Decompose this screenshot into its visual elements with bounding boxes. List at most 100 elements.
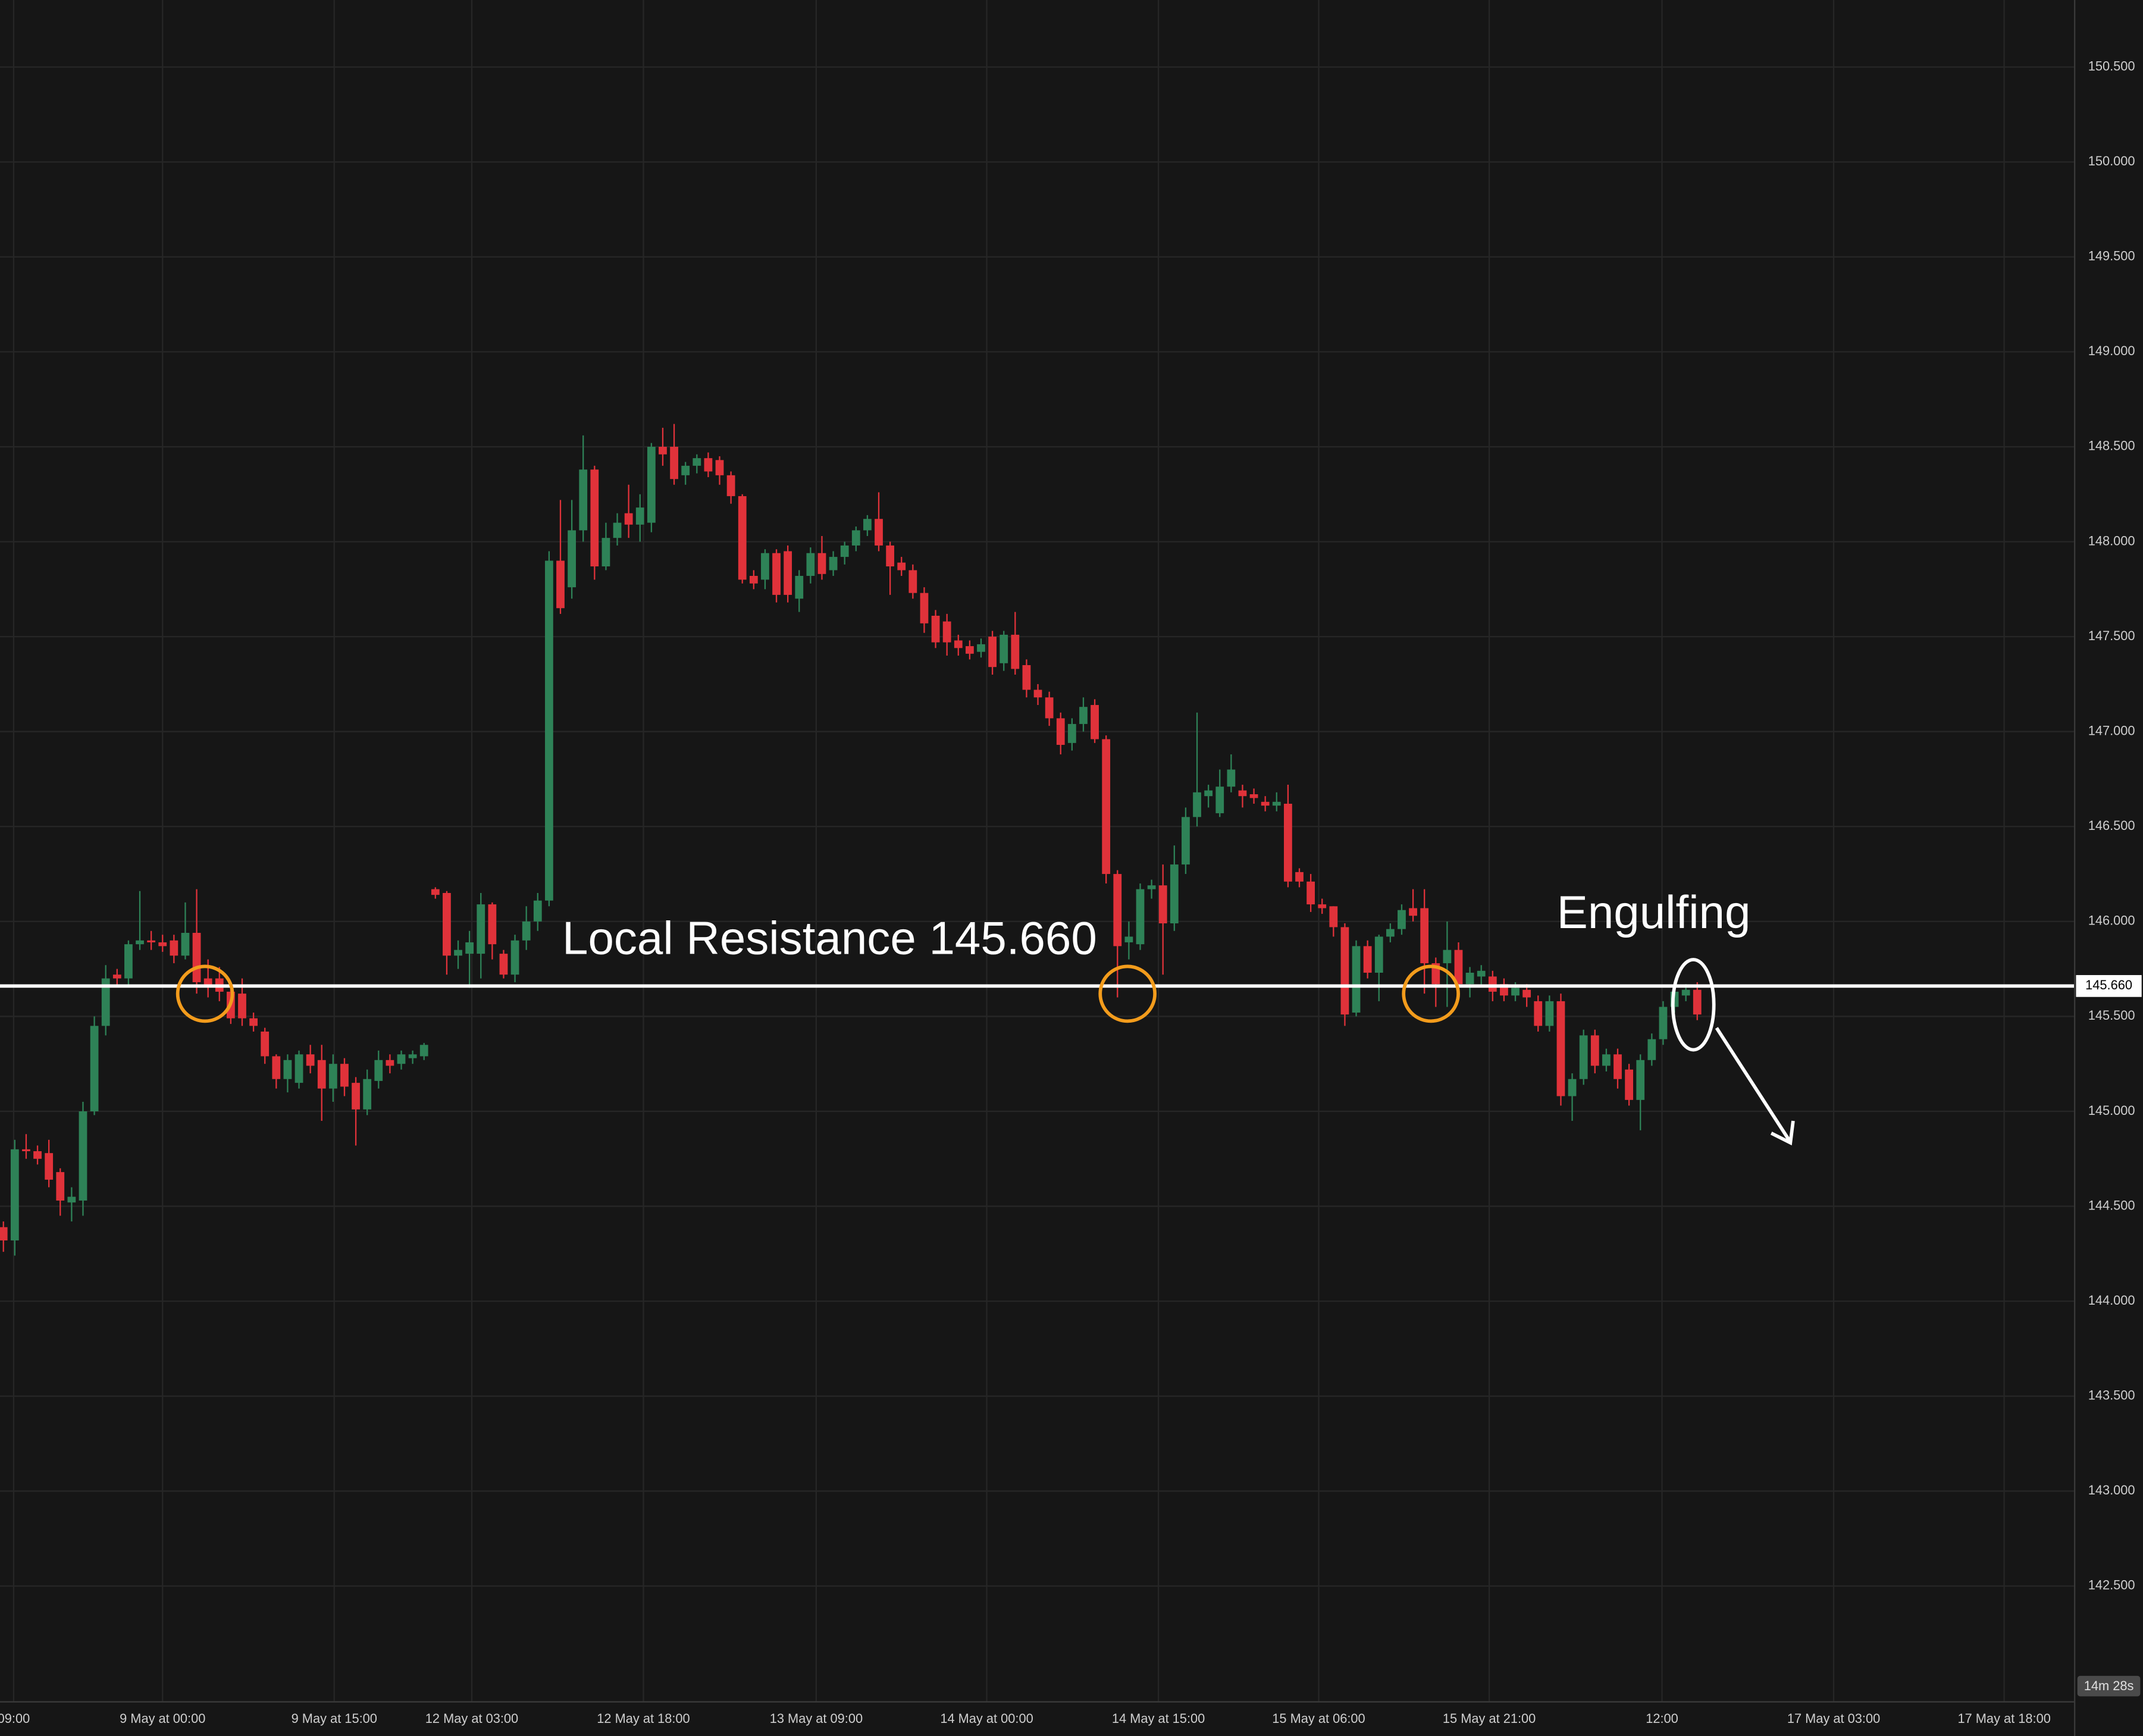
candle-body [1170,864,1179,924]
candle-body [942,621,951,643]
y-tick-label: 148.000 [2088,533,2135,548]
grid [0,0,2075,1702]
candle-body [465,942,474,954]
candle-body [408,1054,417,1058]
candle-body [158,942,167,947]
candle-body [363,1079,372,1110]
y-tick-label: 149.500 [2088,249,2135,264]
candle-body [1295,872,1304,882]
candle-body [795,575,804,599]
candle-body [340,1064,349,1087]
candle-body [33,1151,42,1159]
candle-body [431,889,440,895]
candle-body [203,978,212,986]
candle-body [1147,885,1156,889]
candle-body [1465,973,1474,985]
candle-body [817,553,826,574]
candle-body [749,575,758,584]
y-tick-label: 144.500 [2088,1198,2135,1212]
arrow-line [1715,1027,1791,1141]
candle-body [533,900,542,922]
x-tick-label: 13 May at 09:00 [770,1711,863,1726]
candle-body [840,545,849,557]
candle-body [1556,1001,1565,1096]
y-tick-label: 147.000 [2088,723,2135,738]
candle-body [1272,801,1281,806]
level-tag [2076,974,2142,997]
candle-body [1681,989,1690,996]
candle-body [1079,707,1088,724]
candle-body [136,940,144,945]
candle-body [328,1064,337,1089]
candle-body [954,640,963,648]
candle-body [1534,1001,1543,1026]
y-tick-label: 149.000 [2088,343,2135,358]
candle-body [477,904,485,954]
candle-body [726,475,735,496]
touch-circle [1402,964,1460,1023]
candle-body [238,994,246,1019]
candle-body [112,974,121,979]
candle-body [1022,665,1031,690]
candle-body [1238,790,1247,797]
x-tick-label: 09:00 [0,1711,30,1726]
y-tick-label: 142.500 [2088,1578,2135,1593]
candle-body [1693,989,1702,1015]
candle-body [397,1054,406,1064]
candle-body [1420,908,1429,964]
plot [0,424,2075,1256]
touch-circle [1098,964,1157,1023]
x-tick-label: 17 May at 18:00 [1957,1711,2050,1726]
candle-body [317,1060,326,1089]
candle-body [704,458,713,472]
candle-body [454,950,462,956]
candle-body [1398,910,1406,929]
candle-body [851,530,860,546]
candle-body [908,570,917,593]
candle-body [1067,723,1076,743]
candle-body [1363,946,1372,973]
x-tick-label: 12:00 [1646,1711,1678,1726]
candle-body [601,538,610,567]
candle-body [613,522,622,538]
candle-body [1000,634,1008,663]
candle-body [863,519,872,531]
candle-body [1454,950,1463,985]
candle-body [1261,801,1270,806]
candle-body [965,646,974,654]
level-label: 145.660 [2085,977,2132,992]
y-tick-label: 144.000 [2088,1293,2135,1308]
y-tick-label: 146.500 [2088,818,2135,833]
arrow-head [1770,1120,1795,1146]
axes: 142.500 143.000 143.500 144.000 144.500 145.0… [0,58,2142,1726]
x-tick-label: 12 May at 18:00 [597,1711,690,1726]
x-tick-label: 15 May at 06:00 [1272,1711,1365,1726]
candle-body [772,553,781,595]
candle-body [272,1056,281,1079]
candle-body [1340,927,1349,1015]
candle-body [170,940,178,956]
candle-body [1113,874,1122,947]
y-tick-label: 150.000 [2088,153,2135,168]
x-tick-label: 14 May at 15:00 [1112,1711,1205,1726]
candle-body [1647,1039,1656,1060]
candle-body [590,469,599,567]
candle-body [670,446,678,480]
candle-body [1659,1007,1668,1039]
candle-body [1545,1001,1554,1026]
y-tick-label: 145.000 [2088,1103,2135,1118]
y-tick-label: 143.000 [2088,1483,2135,1497]
candle-body [1602,1054,1611,1066]
candle-body [693,458,701,466]
x-tick-label: 12 May at 03:00 [425,1711,518,1726]
touch-circle [176,964,234,1023]
candle-body [545,560,553,901]
resistance-label: Local Resistance 145.660 [562,912,1097,964]
candle-body [1158,885,1167,924]
candle-body [67,1196,76,1203]
candle-body [1091,705,1099,739]
candle-body [1636,1060,1645,1100]
y-tick-label: 146.000 [2088,913,2135,928]
candle-body [386,1060,394,1066]
